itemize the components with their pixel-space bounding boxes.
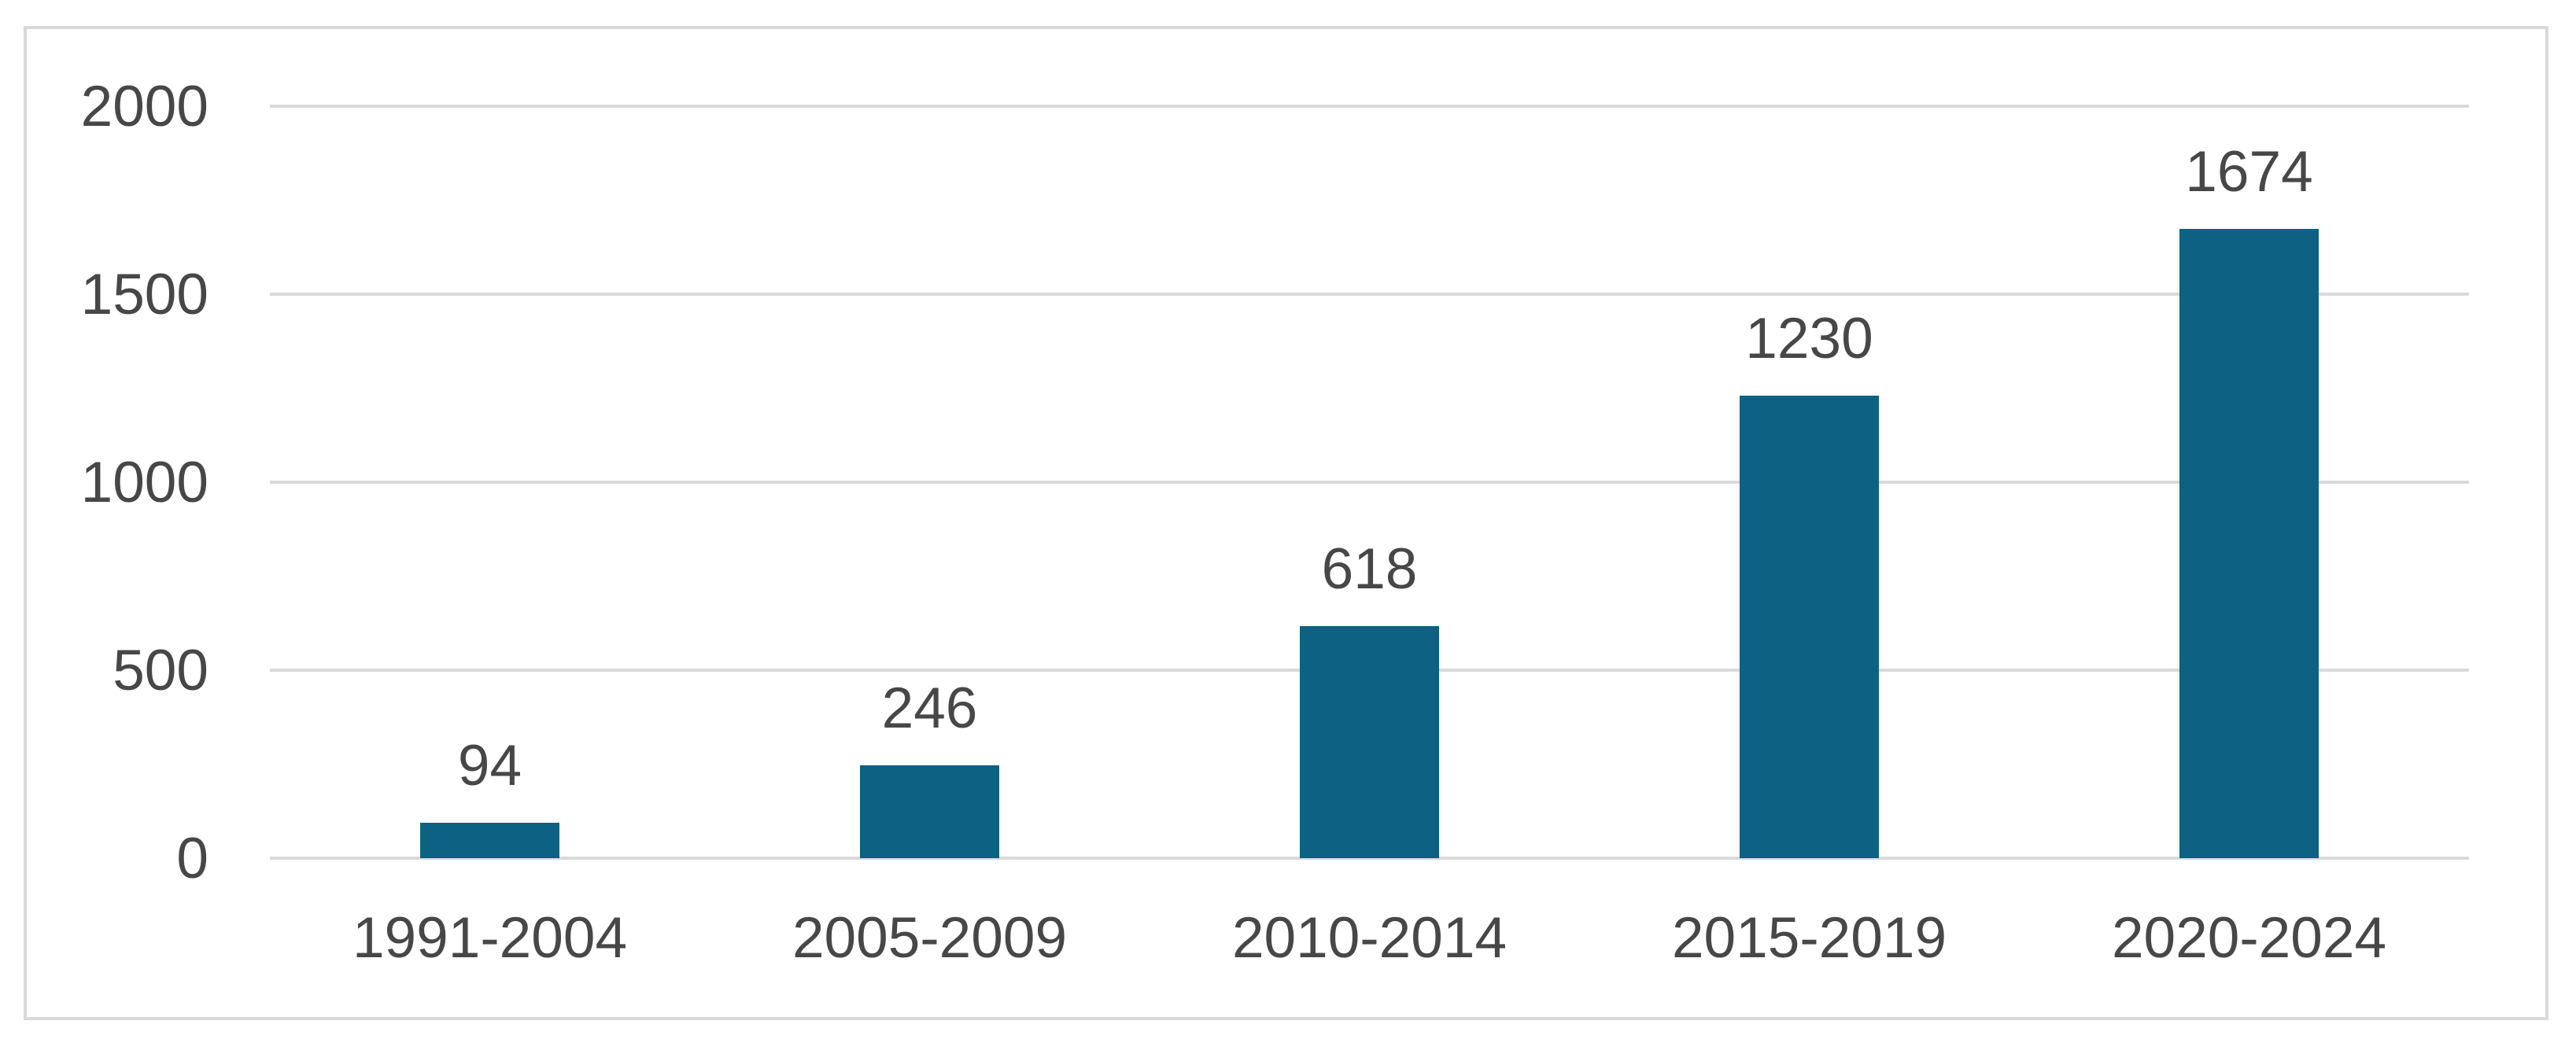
x-axis-category-label: 2005-2009 — [792, 906, 1068, 970]
x-axis-category-label: 2015-2019 — [1671, 906, 1947, 970]
y-axis-tick-label: 500 — [113, 639, 209, 702]
bar-value-label: 1230 — [1745, 307, 1873, 370]
y-axis-tick-label: 1500 — [80, 263, 209, 326]
x-axis-category-label: 2020-2024 — [2111, 906, 2387, 970]
gridline — [270, 293, 2469, 296]
y-axis-tick-label: 0 — [176, 827, 209, 890]
chart-frame — [24, 26, 2548, 1020]
y-axis-tick-label: 1000 — [80, 451, 209, 514]
bar — [1740, 396, 1879, 858]
bar-value-label: 246 — [881, 676, 978, 740]
bar-value-label: 618 — [1321, 537, 1418, 601]
bar — [860, 765, 999, 858]
bar — [420, 823, 559, 858]
bar-value-label: 94 — [457, 734, 522, 798]
y-axis-tick-label: 2000 — [80, 75, 209, 138]
x-axis-line — [270, 857, 2469, 860]
x-axis-category-label: 2010-2014 — [1231, 906, 1508, 970]
gridline — [270, 481, 2469, 484]
x-axis-category-label: 1991-2004 — [352, 906, 628, 970]
bar — [2179, 229, 2319, 858]
bar — [1300, 626, 1439, 858]
bar-value-label: 1674 — [2185, 140, 2313, 204]
gridline — [270, 105, 2469, 108]
